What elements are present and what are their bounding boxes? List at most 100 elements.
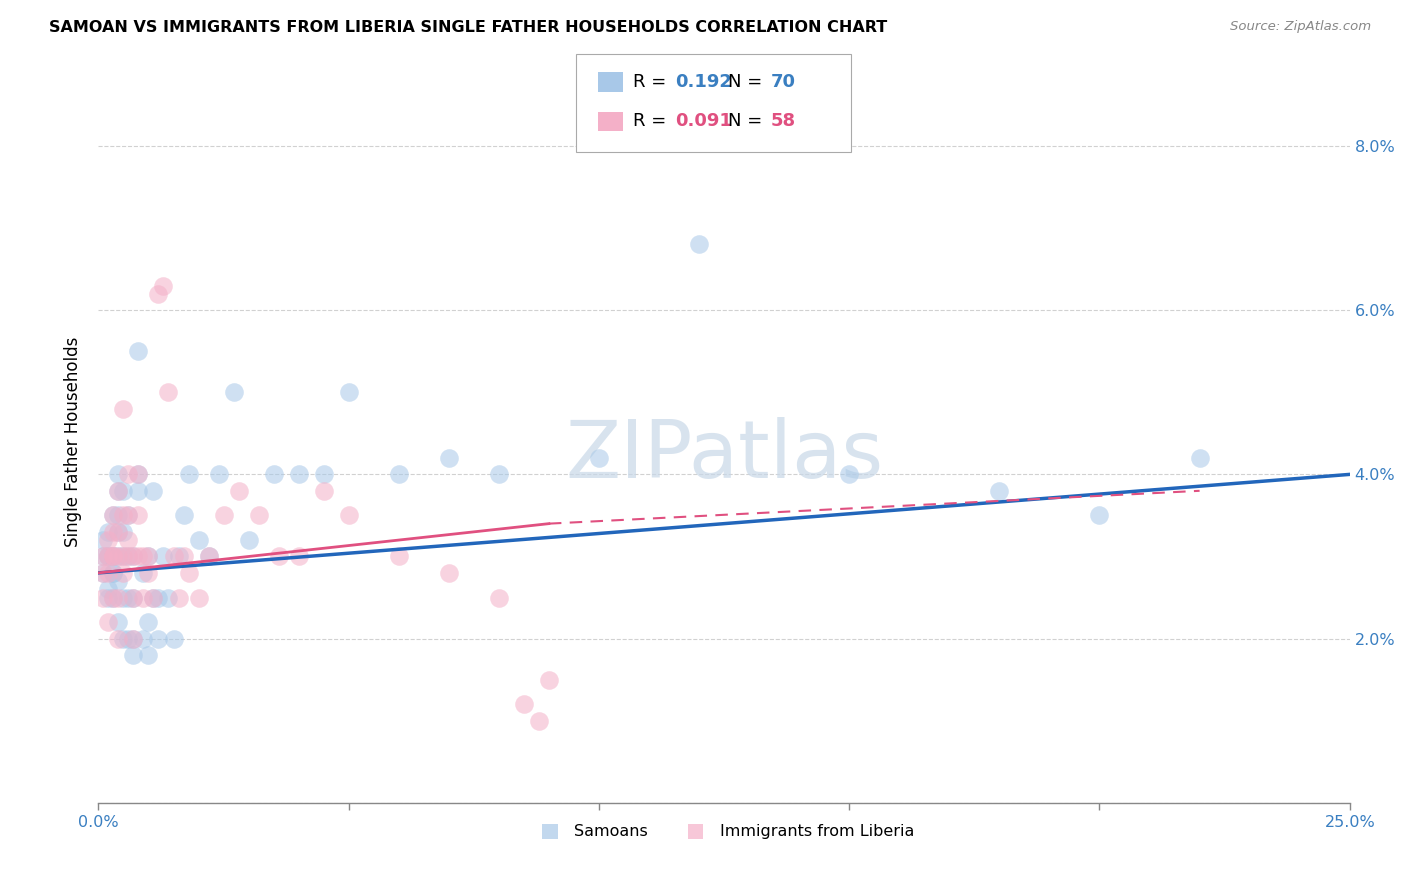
Point xyxy=(112,483,135,498)
Point xyxy=(97,533,120,547)
Point xyxy=(228,483,250,498)
Point xyxy=(103,524,125,539)
Point xyxy=(112,549,135,564)
Point xyxy=(97,549,120,564)
Point xyxy=(107,483,129,498)
Point xyxy=(388,549,411,564)
Text: R =: R = xyxy=(633,112,672,130)
Point xyxy=(988,483,1011,498)
Point xyxy=(132,566,155,580)
Point xyxy=(138,566,160,580)
Point xyxy=(312,483,335,498)
Text: N =: N = xyxy=(728,112,768,130)
Point xyxy=(93,549,115,564)
Point xyxy=(112,508,135,523)
Point xyxy=(337,508,360,523)
Point xyxy=(488,591,510,605)
Point xyxy=(187,591,209,605)
Point xyxy=(537,673,560,687)
Point xyxy=(152,278,174,293)
Point xyxy=(107,549,129,564)
Point xyxy=(107,615,129,630)
Point xyxy=(97,591,120,605)
Point xyxy=(117,591,139,605)
Point xyxy=(117,549,139,564)
Point xyxy=(117,549,139,564)
Point xyxy=(112,549,135,564)
Text: 58: 58 xyxy=(770,112,796,130)
Point xyxy=(103,591,125,605)
Point xyxy=(122,648,145,662)
Point xyxy=(132,591,155,605)
Point xyxy=(148,286,170,301)
Point xyxy=(122,591,145,605)
Point xyxy=(93,566,115,580)
Point xyxy=(117,508,139,523)
Point xyxy=(132,632,155,646)
Text: 0.091: 0.091 xyxy=(675,112,731,130)
Point xyxy=(222,385,245,400)
Point xyxy=(177,566,200,580)
Point xyxy=(142,483,165,498)
Point xyxy=(93,591,115,605)
Point xyxy=(513,698,536,712)
Point xyxy=(287,549,309,564)
Point xyxy=(103,549,125,564)
Point xyxy=(138,549,160,564)
Point xyxy=(97,582,120,597)
Point xyxy=(107,574,129,588)
Point xyxy=(388,467,411,482)
Point xyxy=(173,508,195,523)
Text: 70: 70 xyxy=(770,73,796,91)
Point xyxy=(122,549,145,564)
Point xyxy=(122,591,145,605)
Point xyxy=(103,566,125,580)
Point xyxy=(107,591,129,605)
Point xyxy=(107,524,129,539)
Point xyxy=(488,467,510,482)
Point xyxy=(103,549,125,564)
Text: R =: R = xyxy=(633,73,672,91)
Point xyxy=(177,467,200,482)
Point xyxy=(117,508,139,523)
Point xyxy=(93,566,115,580)
Point xyxy=(93,549,115,564)
Point xyxy=(148,591,170,605)
Legend: Samoans, Immigrants from Liberia: Samoans, Immigrants from Liberia xyxy=(527,818,921,846)
Point xyxy=(132,549,155,564)
Y-axis label: Single Father Households: Single Father Households xyxy=(63,336,82,547)
Text: N =: N = xyxy=(728,73,768,91)
Point xyxy=(312,467,335,482)
Point xyxy=(107,483,129,498)
Point xyxy=(247,508,270,523)
Point xyxy=(122,632,145,646)
Text: SAMOAN VS IMMIGRANTS FROM LIBERIA SINGLE FATHER HOUSEHOLDS CORRELATION CHART: SAMOAN VS IMMIGRANTS FROM LIBERIA SINGLE… xyxy=(49,20,887,35)
Point xyxy=(173,549,195,564)
Point xyxy=(103,508,125,523)
Point xyxy=(588,450,610,465)
Point xyxy=(142,591,165,605)
Point xyxy=(162,632,184,646)
Point xyxy=(127,467,149,482)
Point xyxy=(138,615,160,630)
Point xyxy=(97,615,120,630)
Point xyxy=(138,648,160,662)
Point xyxy=(162,549,184,564)
Point xyxy=(107,508,129,523)
Point xyxy=(157,591,180,605)
Point xyxy=(207,467,229,482)
Point xyxy=(838,467,860,482)
Point xyxy=(93,533,115,547)
Point xyxy=(337,385,360,400)
Point xyxy=(157,385,180,400)
Point xyxy=(238,533,260,547)
Point xyxy=(437,566,460,580)
Point xyxy=(1188,450,1211,465)
Point xyxy=(103,566,125,580)
Point xyxy=(127,467,149,482)
Text: 0.192: 0.192 xyxy=(675,73,731,91)
Point xyxy=(97,549,120,564)
Point xyxy=(127,483,149,498)
Point xyxy=(167,591,190,605)
Point xyxy=(107,549,129,564)
